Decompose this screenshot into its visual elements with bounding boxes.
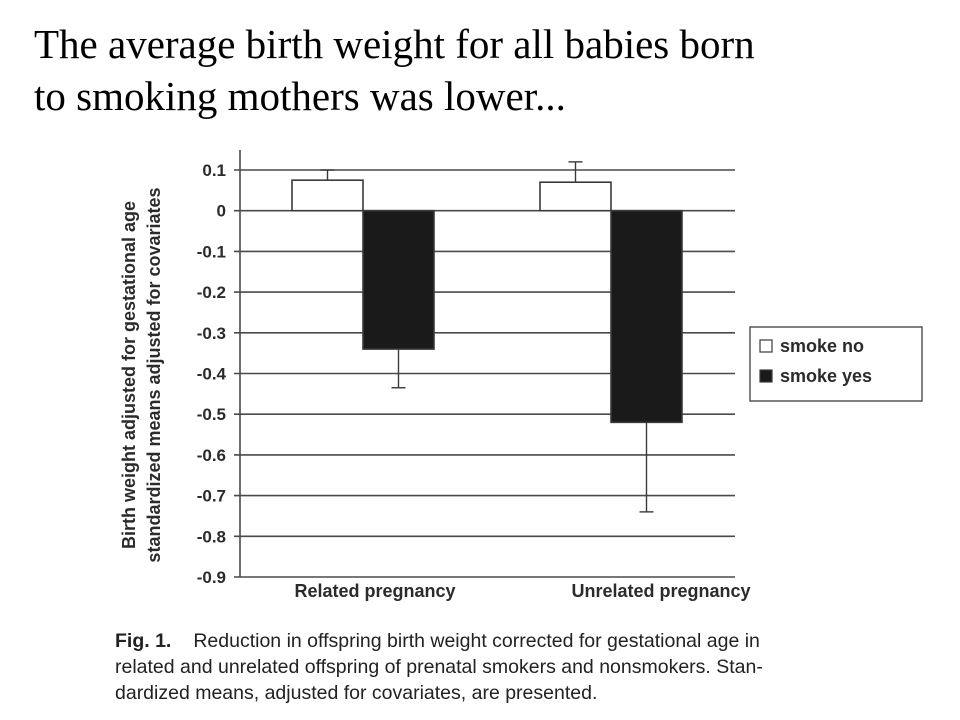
slide-title-line-2: to smoking mothers was lower... — [34, 73, 566, 119]
y-tick-label: -0.6 — [197, 446, 226, 465]
caption-line-2: related and unrelated offspring of prena… — [115, 656, 763, 678]
x-tick-label: Related pregnancy — [294, 581, 455, 601]
legend-box — [749, 326, 923, 402]
bar-smoke-no-related — [291, 179, 364, 212]
y-tick-label: 0 — [217, 202, 226, 221]
slide-title: The average birth weight for all babies … — [34, 18, 934, 122]
y-tick-label: -0.8 — [197, 527, 226, 546]
y-tick-label: -0.1 — [197, 242, 226, 261]
caption-line-1: Fig. 1. Reduction in offspring birth weig… — [115, 628, 915, 654]
legend-swatch — [759, 339, 773, 353]
y-tick-label: 0.1 — [202, 161, 226, 180]
y-tick-label: -0.2 — [197, 283, 226, 302]
bar-smoke-yes-unrelated — [610, 209, 683, 424]
y-axis-label-line-2: standardized means adjusted for covariat… — [144, 187, 164, 562]
caption-text-1: Reduction in offspring birth weight corr… — [193, 630, 760, 652]
x-tick-label: Unrelated pregnancy — [571, 581, 750, 601]
caption-line-3: dardized means, adjusted for covariates,… — [115, 682, 598, 704]
legend-swatch — [759, 369, 773, 383]
bar-smoke-no-unrelated — [539, 181, 612, 212]
y-tick-label: -0.7 — [197, 487, 226, 506]
caption-figure-label: Fig. 1. — [115, 630, 172, 652]
y-tick-label: -0.3 — [197, 324, 226, 343]
figure-caption: Fig. 1. Reduction in offspring birth weig… — [115, 628, 915, 706]
bar-smoke-yes-related — [362, 209, 435, 350]
legend-label: smoke no — [780, 336, 864, 356]
y-tick-label: -0.9 — [197, 568, 226, 587]
legend-label: smoke yes — [780, 366, 872, 386]
y-axis-label-line-1: Birth weight adjusted for gestational ag… — [119, 201, 139, 549]
y-tick-label: -0.5 — [197, 405, 226, 424]
slide-title-line-1: The average birth weight for all babies … — [34, 21, 755, 67]
y-tick-label: -0.4 — [197, 365, 227, 384]
